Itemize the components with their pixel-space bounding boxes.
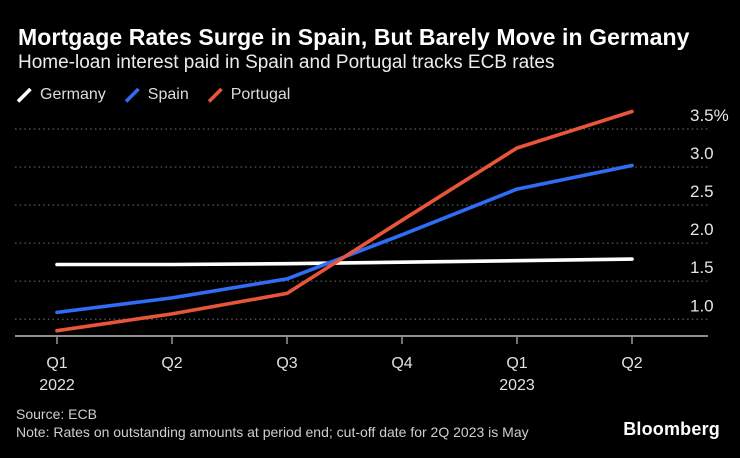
x-tick-label: Q2 [621, 355, 642, 372]
note-text: Note: Rates on outstanding amounts at pe… [16, 424, 529, 440]
legend-item-spain: Spain [124, 86, 189, 104]
legend-item-portugal: Portugal [207, 86, 291, 104]
x-year-label: 2023 [499, 377, 535, 394]
y-tick-label: 1.5 [690, 258, 714, 277]
line-chart-canvas: 3.5% 3.0 2.5 2.0 1.5 1.0 Q1 Q2 Q3 Q4 Q1 Q2 2022 2023 [15, 106, 729, 394]
series-line-portugal [55, 109, 634, 333]
chart-title: Mortgage Rates Surge in Spain, But Barel… [18, 24, 690, 50]
y-tick-label: 2.5 [690, 182, 714, 201]
legend-label: Portugal [230, 86, 291, 103]
legend: Germany Spain Portugal [16, 85, 290, 105]
series-line-germany [55, 257, 634, 267]
source-text: Source: ECB [16, 406, 97, 422]
series-line-spain [55, 163, 634, 315]
chart-subtitle: Home-loan interest paid in Spain and Por… [18, 52, 555, 73]
x-tick-label: Q3 [276, 355, 297, 372]
legend-label: Germany [40, 86, 106, 103]
y-tick-label: 3.0 [690, 144, 714, 163]
x-tick-label: Q1 [506, 355, 527, 372]
legend-line-swatch-icon [16, 87, 32, 103]
legend-item-germany: Germany [16, 86, 106, 104]
chart: 3.5% 3.0 2.5 2.0 1.5 1.0 Q1 Q2 Q3 Q4 Q1 Q2 2022 2023 [0, 100, 740, 400]
y-tick-label: 2.0 [690, 220, 714, 239]
legend-label: Spain [147, 86, 189, 103]
x-year-label: 2022 [39, 377, 75, 394]
x-tick-label: Q2 [161, 355, 182, 372]
legend-line-swatch-icon [207, 87, 223, 103]
y-tick-label: 3.5% [690, 106, 729, 125]
y-tick-label: 1.0 [690, 296, 714, 315]
x-tick-label: Q4 [391, 355, 412, 372]
x-tick-label: Q1 [46, 355, 67, 372]
bloomberg-logo: Bloomberg [623, 419, 720, 439]
legend-line-swatch-icon [124, 87, 140, 103]
